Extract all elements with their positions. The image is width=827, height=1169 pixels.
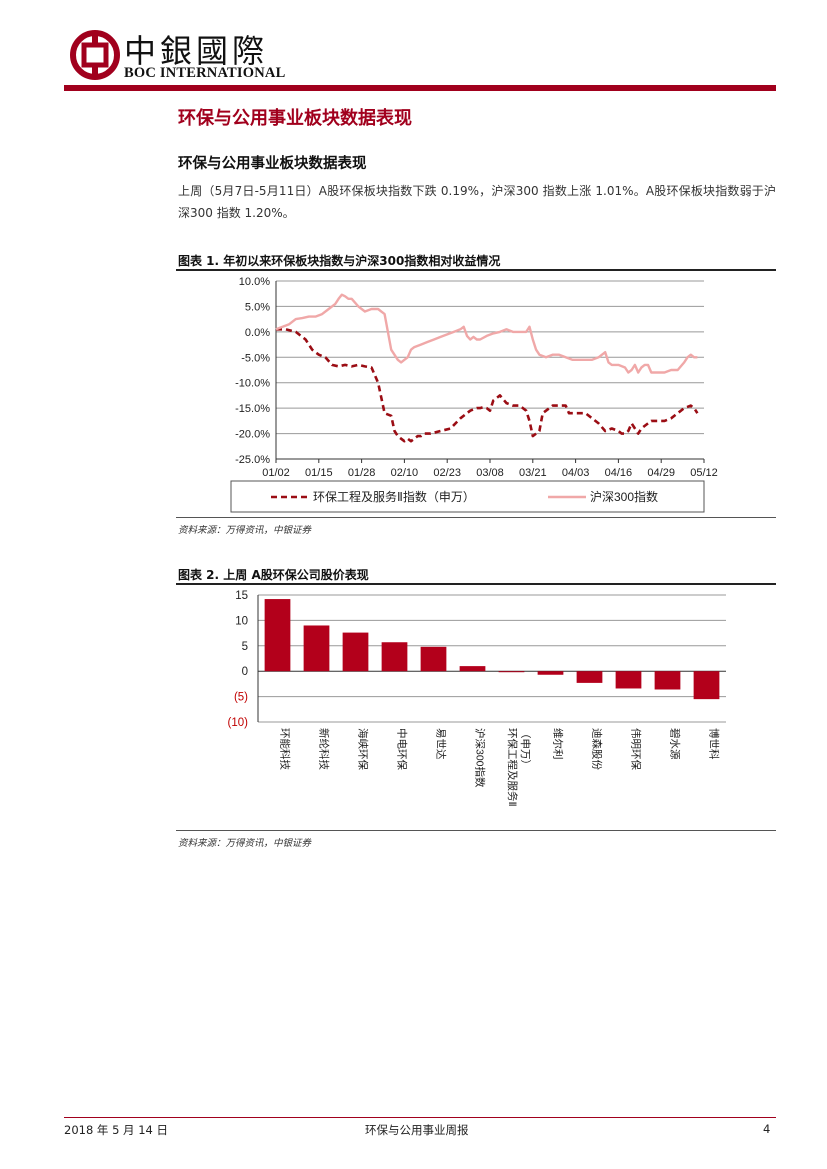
x-tick-label: 03/21 <box>519 467 547 479</box>
x-tick-label: 01/02 <box>262 467 290 479</box>
header-rule <box>64 85 776 91</box>
x-category-label: 海峡环保 <box>357 728 370 770</box>
section-title: 环保与公用事业板块数据表现 <box>178 156 367 172</box>
bar <box>537 671 564 675</box>
bar <box>654 671 681 690</box>
x-category-label: 中电环保 <box>396 728 409 770</box>
x-tick-label: 04/03 <box>562 467 590 479</box>
summary-paragraph: 上周（5月7日-5月11日）A股环保板块指数下跌 0.19%，沪深300 指数上… <box>178 184 776 220</box>
legend-label-0: 环保工程及服务Ⅱ指数（申万） <box>313 489 475 504</box>
x-category-label: （申万） <box>519 728 532 770</box>
figure2-source: 资料来源：万得资讯，中银证券 <box>178 838 312 849</box>
boc-emblem-icon <box>70 30 120 80</box>
y-tick-label: 5 <box>242 641 248 653</box>
y-tick-label: 0.0% <box>245 327 270 339</box>
bar <box>342 632 369 672</box>
y-tick-label: 5.0% <box>245 301 270 313</box>
x-tick-label: 02/23 <box>433 467 461 479</box>
x-category-label: 新纶科技 <box>318 728 331 770</box>
x-category-label: 沪深300指数 <box>474 728 487 788</box>
figure2-top-rule <box>176 583 776 585</box>
x-tick-label: 01/28 <box>348 467 376 479</box>
figure1-bottom-rule <box>176 517 776 518</box>
x-category-label: 伟明环保 <box>630 728 643 770</box>
logo-chinese-name: 中銀國際 <box>124 32 269 70</box>
bar <box>264 599 291 672</box>
x-tick-label: 01/15 <box>305 467 333 479</box>
bar <box>576 671 603 683</box>
footer-page-number: 4 <box>763 1122 771 1136</box>
figure1-source: 资料来源：万得资讯，中银证券 <box>178 525 312 536</box>
x-tick-label: 02/10 <box>391 467 419 479</box>
logo-english-name: BOC INTERNATIONAL <box>124 65 286 81</box>
legend-box <box>230 480 705 513</box>
x-category-label: 博世科 <box>708 728 721 760</box>
bar <box>693 671 720 700</box>
figure2-bottom-rule <box>176 830 776 831</box>
y-tick-label: -5.0% <box>241 352 270 364</box>
bar <box>615 671 642 689</box>
y-tick-label: 10.0% <box>239 276 270 288</box>
figure2-bar-chart: 15 10 5 0 (5) (10) 环能科技 新纶科技 海峡环保 中电环保 易世达 沪深300指数 环… <box>228 590 726 807</box>
x-category-label: 环保工程及服务Ⅱ <box>506 728 519 807</box>
x-tick-label: 05/12 <box>690 467 718 479</box>
legend-label-1: 沪深300指数 <box>590 489 658 504</box>
y-tick-label: -20.0% <box>235 429 270 441</box>
boc-logo: 中銀國際 BOC INTERNATIONAL <box>70 24 310 86</box>
y-tick-label: 0 <box>242 666 248 678</box>
y-tick-label: (10) <box>228 717 249 729</box>
page-title: 环保与公用事业板块数据表现 <box>178 108 412 129</box>
figure2-title: 图表 2. 上周 A股环保公司股价表现 <box>178 568 369 582</box>
y-tick-label: -15.0% <box>235 403 270 415</box>
bar <box>498 671 525 673</box>
bar <box>303 625 330 672</box>
bar <box>459 666 486 672</box>
y-tick-label: 15 <box>235 590 248 602</box>
footer-date: 2018 年 5 月 14 日 <box>64 1123 168 1137</box>
footer-rule <box>64 1117 776 1118</box>
bar <box>420 646 447 672</box>
x-tick-label: 03/08 <box>476 467 504 479</box>
y-tick-label: 10 <box>235 615 248 627</box>
figure1-title: 图表 1. 年初以来环保板块指数与沪深300指数相对收益情况 <box>178 254 501 268</box>
x-category-label: 迪森股份 <box>591 728 604 770</box>
x-tick-label: 04/29 <box>647 467 675 479</box>
series-line-1 <box>275 293 698 374</box>
y-tick-label: -25.0% <box>235 454 270 466</box>
x-category-label: 碧水源 <box>669 728 682 760</box>
figure1-line-chart: 10.0% 5.0% 0.0% -5.0% -10.0% -15.0% -20.0% -25.… <box>230 276 718 513</box>
x-category-label: 易世达 <box>435 728 447 760</box>
figure1-top-rule <box>176 269 776 271</box>
y-tick-label: (5) <box>234 692 248 704</box>
footer-report-name: 环保与公用事业周报 <box>365 1123 469 1137</box>
x-category-label: 维尔利 <box>552 728 565 760</box>
y-tick-label: -10.0% <box>235 378 270 390</box>
bar <box>381 642 408 672</box>
x-tick-label: 04/16 <box>605 467 633 479</box>
series-line-0 <box>276 327 699 443</box>
x-category-label: 环能科技 <box>279 728 292 770</box>
